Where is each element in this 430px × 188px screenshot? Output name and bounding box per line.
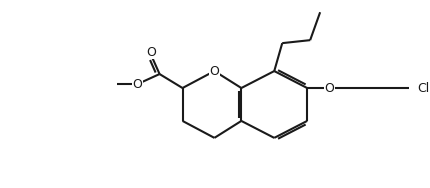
Text: O: O <box>132 77 142 91</box>
Text: Cl: Cl <box>416 82 428 95</box>
Text: O: O <box>323 82 333 95</box>
Text: O: O <box>146 46 156 59</box>
Text: O: O <box>209 64 219 78</box>
